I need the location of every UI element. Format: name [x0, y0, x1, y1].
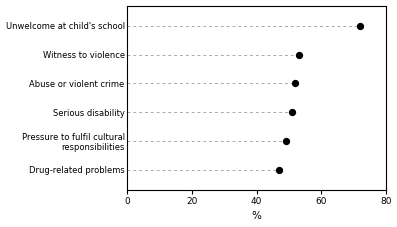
- Point: [357, 24, 363, 27]
- X-axis label: %: %: [252, 211, 262, 222]
- Point: [295, 53, 302, 56]
- Point: [276, 168, 282, 172]
- Point: [292, 81, 299, 85]
- Point: [282, 139, 289, 143]
- Point: [289, 110, 295, 114]
